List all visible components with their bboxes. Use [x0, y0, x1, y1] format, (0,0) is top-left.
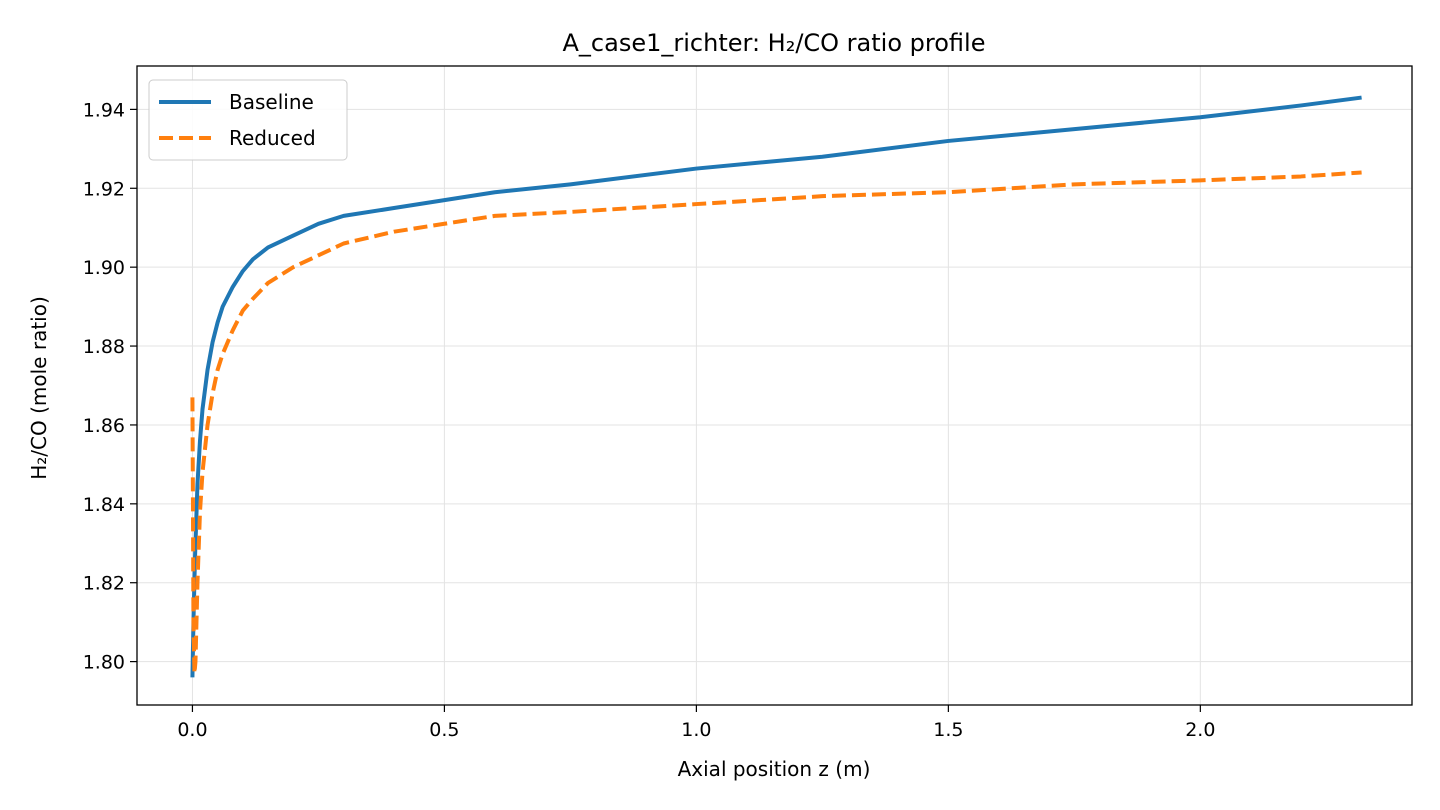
y-tick-label: 1.80 — [83, 652, 125, 674]
y-tick-label: 1.94 — [83, 99, 125, 121]
x-tick-label: 1.5 — [933, 719, 963, 741]
plot-area-frame — [136, 65, 1413, 706]
y-axis: 1.80 1.82 1.84 1.86 1.88 1.90 1.92 1.94 — [83, 99, 137, 674]
x-tick-label: 1.0 — [681, 719, 711, 741]
x-tick-label: 0.0 — [177, 719, 207, 741]
x-tick-label: 0.5 — [429, 719, 459, 741]
series-line-reduced — [190, 170, 1362, 676]
series-line-baseline — [190, 95, 1362, 678]
y-tick-label: 1.82 — [83, 573, 125, 595]
chart-title: A_case1_richter: H₂/CO ratio profile — [563, 29, 986, 57]
grid — [137, 66, 1412, 705]
x-tick-label: 2.0 — [1185, 719, 1215, 741]
legend-label-baseline: Baseline — [229, 90, 314, 114]
y-tick-label: 1.88 — [83, 336, 125, 358]
legend: Baseline Reduced — [148, 79, 348, 161]
y-axis-label: H₂/CO (mole ratio) — [27, 296, 51, 480]
y-tick-label: 1.90 — [83, 257, 125, 279]
legend-label-reduced: Reduced — [229, 126, 316, 150]
series-layer — [190, 95, 1362, 678]
y-tick-label: 1.86 — [83, 415, 125, 437]
y-tick-label: 1.92 — [83, 178, 125, 200]
y-tick-label: 1.84 — [83, 494, 125, 516]
x-axis: 0.0 0.5 1.0 1.5 2.0 — [177, 705, 1215, 741]
x-axis-label: Axial position z (m) — [678, 757, 871, 781]
